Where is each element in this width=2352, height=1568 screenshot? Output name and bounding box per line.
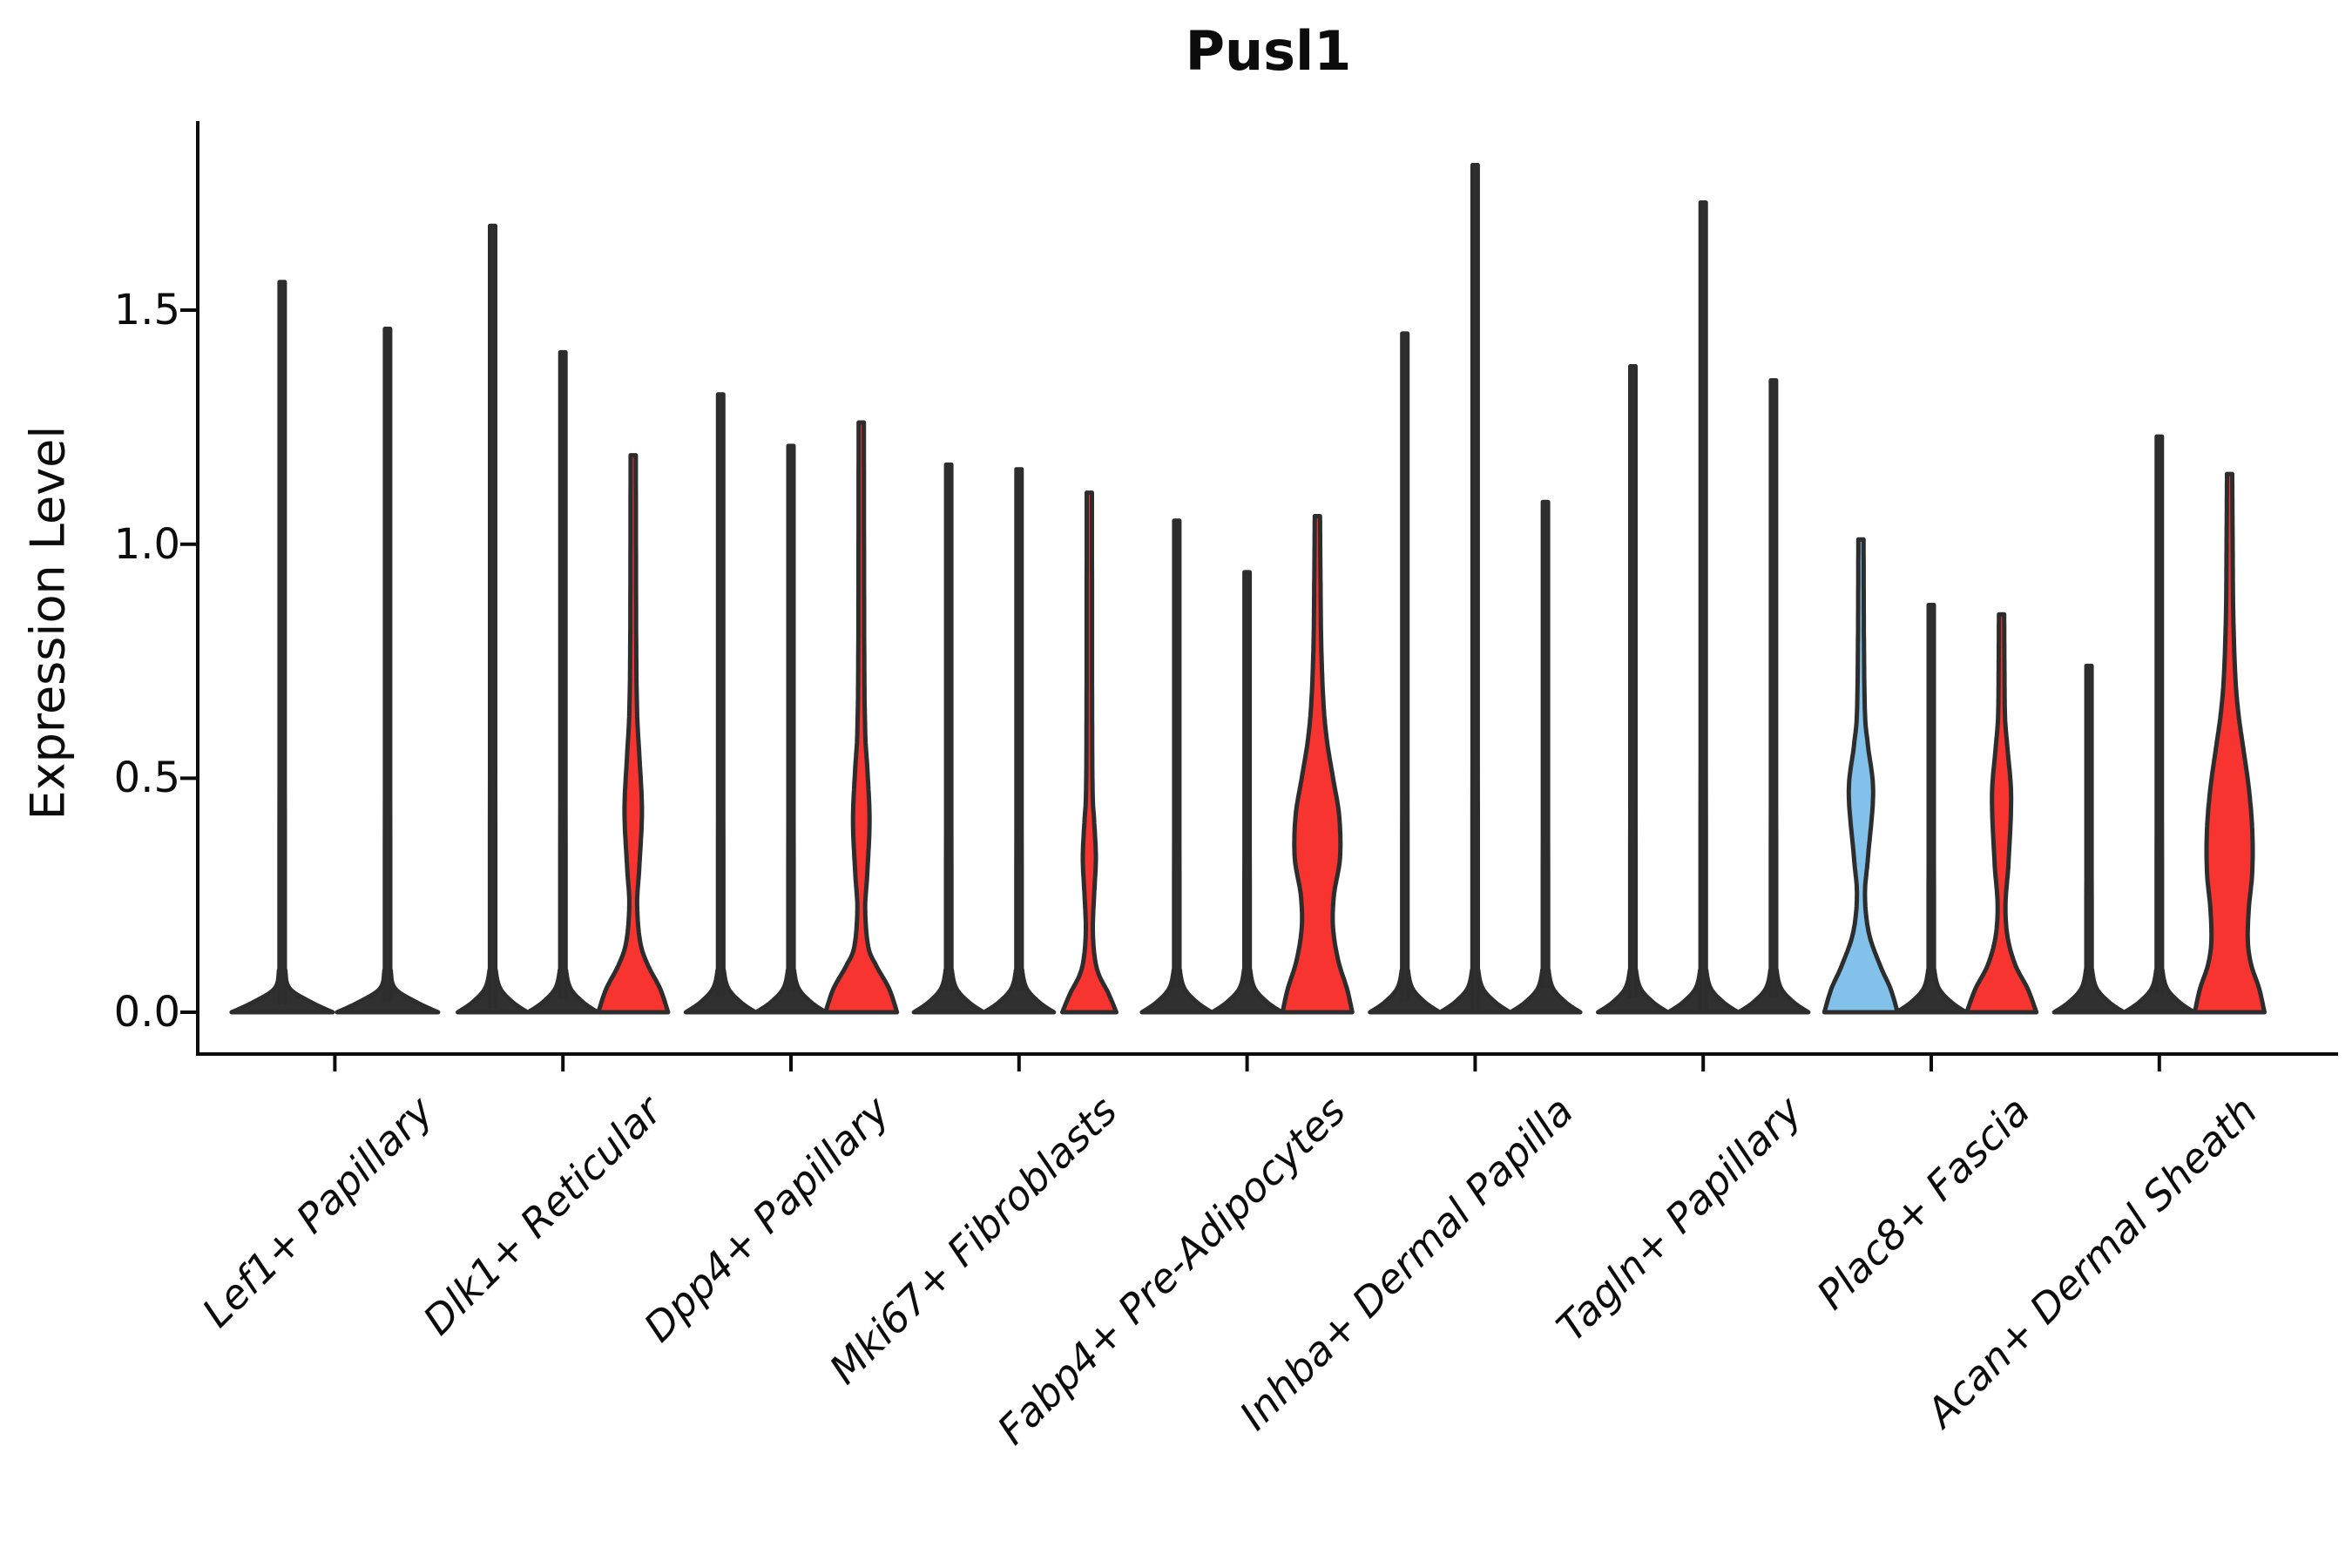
violin-acan-dermal-sheath-1	[2051, 663, 2126, 1015]
violin-mki67-fibroblasts-2	[982, 467, 1057, 1015]
violin-mki67-fibroblasts-3	[1060, 490, 1119, 1015]
y-tick-label-0.0: 0.0	[113, 988, 180, 1037]
violin-plac8-fascia-3	[1964, 612, 2039, 1015]
y-tick-label-1.5: 1.5	[113, 286, 180, 335]
violin-lef1-papillary-2	[335, 327, 441, 1015]
violin-tagln-papillary-3	[1736, 378, 1811, 1015]
violin-lef1-papillary-1	[229, 280, 335, 1015]
violin-mki67-fibroblasts-1	[911, 462, 986, 1015]
y-tick-label-0.5: 0.5	[113, 754, 180, 803]
violin-dlk1-reticular-3	[596, 453, 671, 1015]
violin-inhba-dermal-papilla-2	[1437, 163, 1512, 1015]
violin-fabp4-pre-adipocytes-2	[1210, 570, 1285, 1015]
y-tick-label-1.0: 1.0	[113, 519, 180, 569]
violin-tagln-papillary-2	[1666, 200, 1740, 1015]
violin-fabp4-pre-adipocytes-3	[1280, 514, 1355, 1015]
violin-dlk1-reticular-1	[456, 223, 530, 1015]
violin-dpp4-papillary-1	[683, 392, 758, 1015]
violin-dlk1-reticular-2	[525, 349, 600, 1015]
violin-fabp4-pre-adipocytes-1	[1139, 518, 1214, 1015]
violin-dpp4-papillary-3	[823, 420, 900, 1015]
violin-acan-dermal-sheath-3	[2193, 471, 2267, 1015]
violin-plac8-fascia-1	[1821, 537, 1900, 1015]
violin-dpp4-papillary-2	[754, 443, 828, 1015]
violin-plac8-fascia-2	[1894, 603, 1969, 1015]
chart-title: Pusl1	[1185, 19, 1352, 83]
violin-inhba-dermal-papilla-1	[1368, 331, 1443, 1015]
violin-tagln-papillary-1	[1596, 364, 1670, 1015]
violin-inhba-dermal-papilla-3	[1508, 499, 1583, 1015]
violin-acan-dermal-sheath-2	[2122, 434, 2197, 1015]
